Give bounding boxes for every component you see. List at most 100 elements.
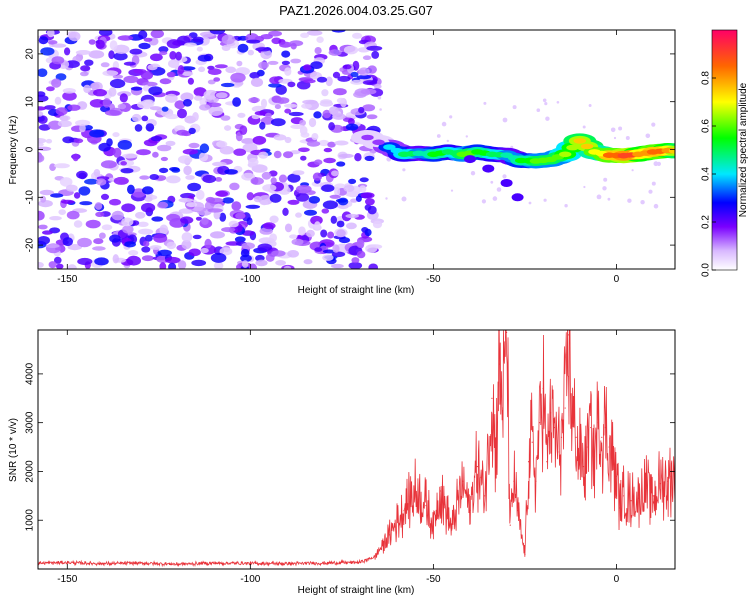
noise-dot (651, 181, 656, 186)
snr-data-point (213, 562, 215, 564)
noise-blob (333, 88, 347, 96)
noise-blob (191, 259, 207, 267)
noise-dot (483, 101, 487, 105)
snr-data-point (670, 475, 672, 477)
noise-blob (283, 265, 292, 269)
snr-data-point (637, 497, 639, 499)
noise-blob (121, 153, 138, 159)
noise-blob (295, 184, 312, 194)
noise-dot (588, 104, 592, 107)
noise-blob (51, 43, 67, 48)
noise-blob (259, 121, 266, 130)
noise-dot (640, 200, 645, 205)
noise-blob (262, 184, 277, 192)
noise-blob (345, 123, 359, 131)
snr-y-tick-label: 3000 (25, 411, 36, 434)
noise-blob (153, 233, 168, 243)
snr-data-point (509, 524, 511, 526)
snr-data-point (139, 562, 142, 564)
noise-blob (298, 147, 310, 153)
noise-blob (327, 231, 335, 239)
noise-blob (62, 88, 76, 94)
noise-blob (320, 229, 328, 238)
noise-dot (379, 108, 382, 111)
noise-blob (213, 261, 224, 269)
noise-blob (236, 60, 243, 67)
noise-blob (54, 96, 62, 105)
secondary-track-point (511, 193, 524, 202)
noise-blob (220, 82, 235, 88)
noise-blob (95, 39, 105, 49)
noise-blob (323, 147, 333, 153)
noise-blob (99, 232, 106, 239)
noise-blob (290, 42, 297, 50)
noise-blob (141, 255, 154, 262)
snr-data-point (322, 562, 325, 564)
noise-blob (143, 37, 153, 42)
noise-blob (83, 84, 91, 94)
snr-data-point (568, 334, 570, 336)
noise-blob (267, 60, 279, 65)
noise-blob (149, 174, 159, 180)
noise-blob (39, 189, 55, 196)
noise-blob (360, 88, 377, 95)
snr-data-point (502, 407, 504, 409)
noise-blob (177, 65, 185, 75)
noise-dot (449, 115, 453, 119)
noise-blob (120, 168, 134, 174)
noise-dot (651, 122, 656, 127)
noise-blob (289, 234, 298, 239)
noise-blob (247, 49, 254, 56)
noise-blob (159, 167, 169, 174)
noise-blob (67, 264, 77, 269)
noise-blob (269, 193, 282, 203)
noise-blob (362, 55, 372, 60)
spectrogram-x-axis-label: Height of straight line (km) (298, 285, 415, 296)
noise-blob (273, 150, 282, 159)
noise-blob (235, 131, 243, 142)
spectrogram-y-tick-label: 10 (25, 96, 36, 108)
noise-blob (240, 254, 252, 262)
noise-blob (73, 220, 83, 228)
noise-blob (50, 193, 64, 198)
noise-dot (492, 196, 498, 201)
noise-blob (181, 232, 193, 242)
noise-blob (113, 52, 128, 61)
noise-blob (135, 211, 146, 219)
snr-data-point (495, 446, 497, 448)
noise-blob (207, 79, 216, 85)
noise-dot (470, 171, 476, 176)
noise-blob (54, 256, 62, 264)
noise-blob (334, 186, 341, 197)
snr-data-point (557, 451, 559, 453)
noise-blob (228, 220, 239, 228)
noise-dot (401, 196, 407, 202)
noise-blob (287, 173, 301, 183)
noise-blob (241, 138, 256, 145)
noise-blob (150, 135, 163, 142)
noise-blob (262, 222, 276, 230)
noise-blob (270, 177, 277, 185)
noise-blob (310, 61, 323, 69)
noise-blob (336, 161, 346, 167)
noise-blob (245, 204, 261, 209)
spectrogram-y-axis-label: Frequency (Hz) (8, 116, 19, 185)
snr-data-point (553, 426, 555, 429)
noise-blob (46, 86, 55, 92)
noise-blob (96, 178, 107, 186)
noise-blob (85, 219, 101, 229)
noise-blob (246, 192, 254, 201)
noise-blob (360, 192, 375, 199)
snr-data-point (359, 561, 361, 563)
noise-blob (251, 114, 260, 120)
snr-data-point (66, 562, 68, 564)
noise-dot (465, 135, 468, 138)
noise-blob (265, 112, 272, 119)
noise-dot (645, 133, 651, 139)
noise-blob (241, 172, 256, 181)
noise-blob (182, 148, 199, 155)
noise-blob (38, 262, 44, 268)
noise-blob (219, 247, 233, 256)
noise-blob (54, 163, 70, 169)
